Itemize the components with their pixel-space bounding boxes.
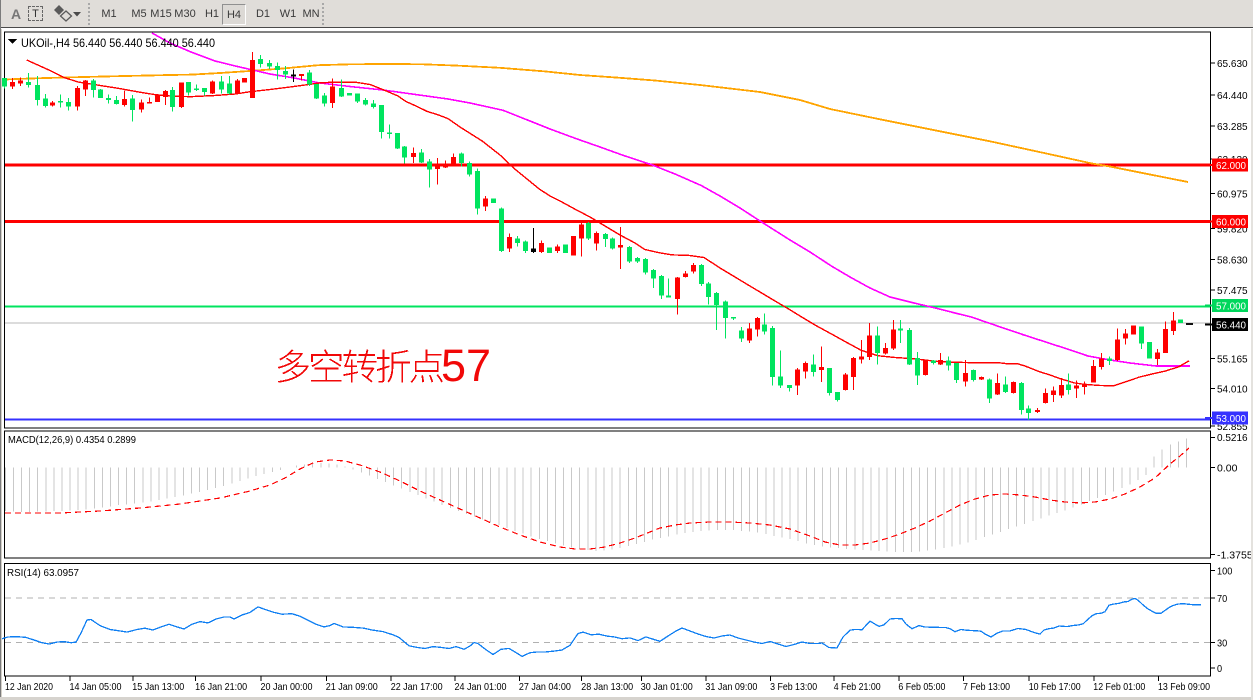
svg-text:10 Feb 17:00: 10 Feb 17:00 bbox=[1029, 682, 1081, 693]
svg-text:12 Jan 2020: 12 Jan 2020 bbox=[5, 682, 53, 693]
svg-text:RSI(14) 63.0957: RSI(14) 63.0957 bbox=[7, 568, 79, 579]
svg-text:4 Feb 21:00: 4 Feb 21:00 bbox=[834, 682, 881, 693]
svg-text:20 Jan 00:00: 20 Jan 00:00 bbox=[261, 682, 313, 693]
svg-text:60.975: 60.975 bbox=[1217, 189, 1248, 200]
svg-text:MACD(12,26,9) 0.4354 0.2899: MACD(12,26,9) 0.4354 0.2899 bbox=[8, 435, 136, 446]
svg-text:31 Jan 09:00: 31 Jan 09:00 bbox=[705, 682, 757, 693]
svg-text:7 Feb 13:00: 7 Feb 13:00 bbox=[963, 682, 1010, 693]
svg-text:-1.3755: -1.3755 bbox=[1217, 550, 1253, 561]
svg-text:24 Jan 01:00: 24 Jan 01:00 bbox=[455, 682, 507, 693]
svg-text:58.630: 58.630 bbox=[1217, 255, 1248, 266]
svg-text:12 Feb 01:00: 12 Feb 01:00 bbox=[1093, 682, 1145, 693]
svg-text:UKOil-,H4 56.440 56.440 56.440: UKOil-,H4 56.440 56.440 56.440 56.440 bbox=[21, 36, 215, 50]
svg-text:3 Feb 13:00: 3 Feb 13:00 bbox=[770, 682, 817, 693]
svg-text:6 Feb 05:00: 6 Feb 05:00 bbox=[898, 682, 945, 693]
svg-text:22 Jan 17:00: 22 Jan 17:00 bbox=[391, 682, 443, 693]
svg-text:55.165: 55.165 bbox=[1217, 354, 1248, 365]
svg-text:15 Jan 13:00: 15 Jan 13:00 bbox=[132, 682, 184, 693]
svg-text:100: 100 bbox=[1217, 566, 1233, 577]
svg-text:28 Jan 13:00: 28 Jan 13:00 bbox=[581, 682, 633, 693]
svg-text:63.285: 63.285 bbox=[1217, 122, 1248, 133]
svg-text:0.5216: 0.5216 bbox=[1217, 433, 1248, 444]
svg-text:60.000: 60.000 bbox=[1216, 218, 1246, 229]
svg-text:52.855: 52.855 bbox=[1217, 422, 1248, 433]
svg-text:0.00: 0.00 bbox=[1217, 463, 1238, 474]
svg-text:27 Jan 04:00: 27 Jan 04:00 bbox=[519, 682, 571, 693]
svg-text:57.000: 57.000 bbox=[1216, 302, 1246, 313]
svg-text:65.630: 65.630 bbox=[1217, 59, 1248, 70]
svg-text:64.440: 64.440 bbox=[1217, 91, 1248, 102]
svg-text:54.010: 54.010 bbox=[1217, 385, 1248, 396]
svg-text:16 Jan 21:00: 16 Jan 21:00 bbox=[195, 682, 247, 693]
svg-text:56.440: 56.440 bbox=[1216, 320, 1246, 331]
svg-text:0: 0 bbox=[1217, 664, 1222, 675]
svg-text:57: 57 bbox=[441, 340, 491, 391]
svg-text:59.820: 59.820 bbox=[1217, 224, 1248, 235]
svg-text:57.475: 57.475 bbox=[1217, 286, 1248, 297]
svg-text:53.000: 53.000 bbox=[1216, 414, 1246, 425]
svg-text:14 Jan 05:00: 14 Jan 05:00 bbox=[70, 682, 122, 693]
svg-text:30: 30 bbox=[1217, 639, 1227, 650]
svg-text:21 Jan 09:00: 21 Jan 09:00 bbox=[326, 682, 378, 693]
svg-text:62.000: 62.000 bbox=[1216, 161, 1246, 172]
svg-text:70: 70 bbox=[1217, 594, 1227, 605]
svg-text:13 Feb 09:00: 13 Feb 09:00 bbox=[1158, 682, 1210, 693]
svg-text:30 Jan 01:00: 30 Jan 01:00 bbox=[641, 682, 693, 693]
